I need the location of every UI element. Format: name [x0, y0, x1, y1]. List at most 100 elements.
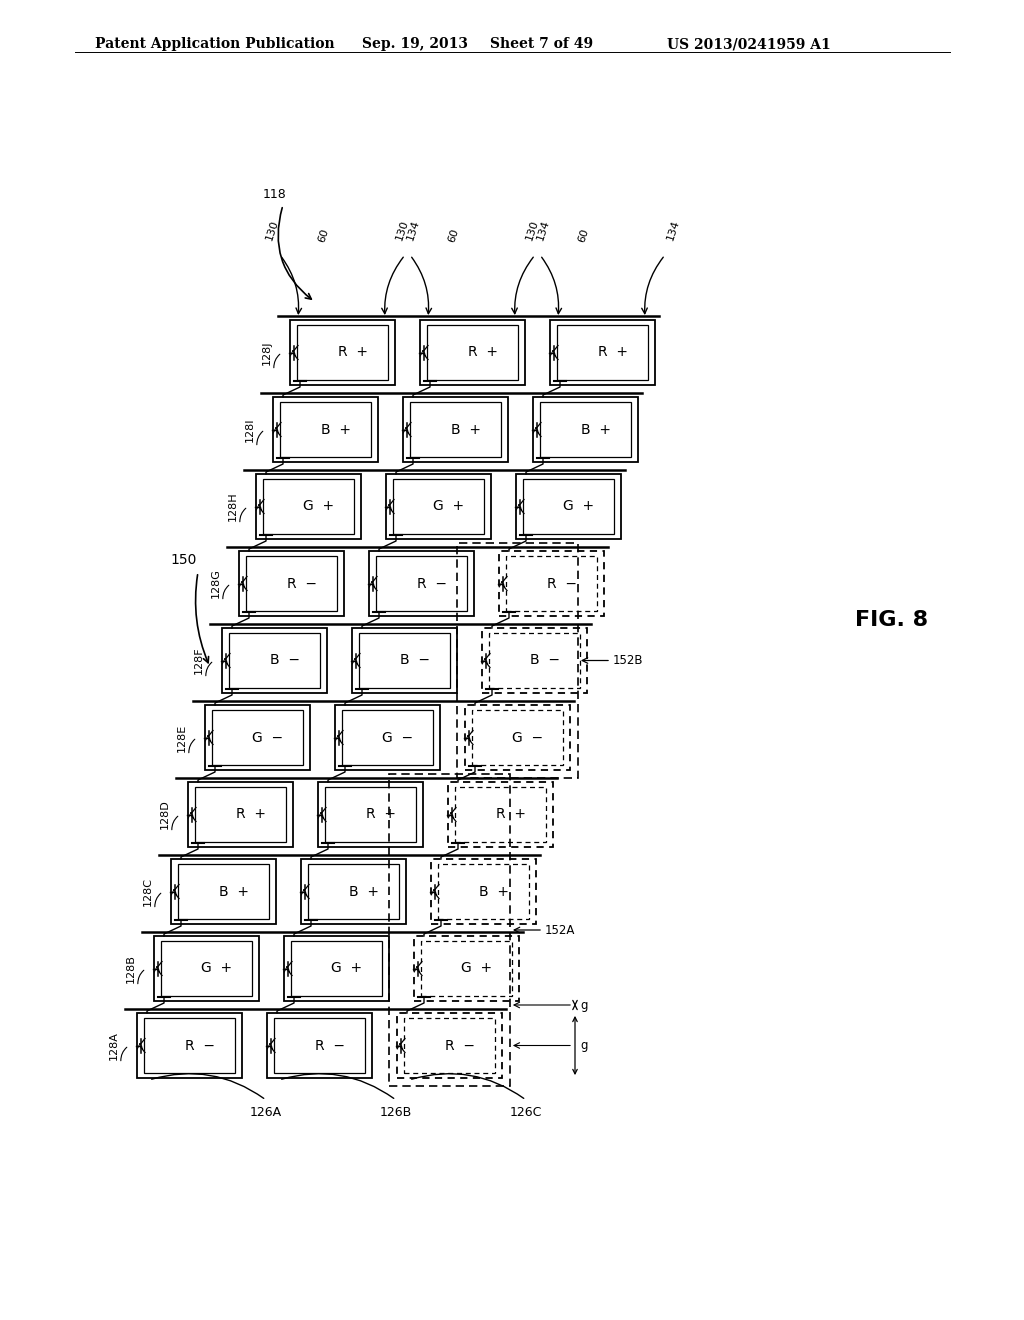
Text: B  −: B − — [270, 653, 300, 668]
Text: G  +: G + — [462, 961, 493, 975]
Text: R  −: R − — [445, 1039, 475, 1052]
Text: 128G: 128G — [211, 569, 221, 598]
Bar — [393, 479, 484, 535]
Text: 60: 60 — [577, 227, 591, 244]
Bar — [404, 1018, 495, 1073]
Text: R  +: R + — [338, 346, 368, 359]
Bar — [431, 859, 536, 924]
Bar — [420, 319, 525, 385]
Bar — [414, 936, 519, 1001]
Bar — [369, 550, 474, 616]
Text: US 2013/0241959 A1: US 2013/0241959 A1 — [667, 37, 830, 51]
Bar — [274, 1018, 365, 1073]
Text: 128D: 128D — [160, 800, 170, 829]
Text: R  +: R + — [598, 346, 628, 359]
Bar — [516, 474, 621, 539]
Bar — [410, 401, 501, 457]
Text: g: g — [580, 998, 588, 1011]
Bar — [273, 397, 378, 462]
Bar — [318, 781, 423, 847]
Bar — [188, 781, 293, 847]
Text: 152B: 152B — [613, 653, 643, 667]
Bar — [499, 550, 604, 616]
Text: 60: 60 — [316, 227, 331, 244]
Text: B  +: B + — [479, 884, 509, 899]
Bar — [291, 941, 382, 997]
Text: 128B: 128B — [126, 954, 136, 983]
Text: FIG. 8: FIG. 8 — [855, 610, 928, 630]
Bar — [178, 863, 269, 919]
Bar — [438, 863, 529, 919]
Bar — [421, 941, 512, 997]
Text: G  +: G + — [303, 499, 335, 513]
Bar — [161, 941, 252, 997]
Bar — [482, 628, 587, 693]
Text: G  +: G + — [332, 961, 362, 975]
Text: Sep. 19, 2013: Sep. 19, 2013 — [362, 37, 468, 51]
Text: 134: 134 — [535, 219, 551, 242]
Bar — [455, 787, 546, 842]
Bar — [301, 859, 406, 924]
Text: 134: 134 — [404, 219, 421, 242]
Bar — [280, 401, 371, 457]
Bar — [246, 556, 337, 611]
Text: 152A: 152A — [545, 924, 575, 936]
Text: 134: 134 — [665, 219, 681, 242]
Text: 130: 130 — [394, 219, 410, 242]
Bar — [403, 397, 508, 462]
Bar — [386, 474, 490, 539]
Text: R  +: R + — [236, 808, 266, 821]
Bar — [297, 325, 388, 380]
Bar — [489, 632, 580, 688]
Text: 126B: 126B — [380, 1106, 412, 1119]
Text: G  −: G − — [253, 730, 284, 744]
Bar — [308, 863, 399, 919]
Bar — [229, 632, 319, 688]
Bar — [427, 325, 518, 380]
Bar — [325, 787, 416, 842]
Bar — [389, 774, 510, 1086]
Bar — [212, 710, 303, 766]
Bar — [335, 705, 440, 770]
Text: 128H: 128H — [228, 491, 238, 521]
Bar — [534, 397, 638, 462]
Bar — [222, 628, 327, 693]
Bar — [342, 710, 433, 766]
Text: R  −: R − — [417, 577, 447, 590]
Bar — [239, 550, 344, 616]
Bar — [550, 319, 655, 385]
Text: 60: 60 — [446, 227, 461, 244]
Text: G  +: G + — [433, 499, 465, 513]
Text: B  +: B + — [581, 422, 611, 437]
Text: 130: 130 — [524, 219, 540, 242]
Text: R  +: R + — [468, 346, 498, 359]
Bar — [256, 474, 361, 539]
Text: 128I: 128I — [245, 417, 255, 442]
Text: 128E: 128E — [177, 723, 187, 751]
Text: R  −: R − — [547, 577, 577, 590]
Text: B  +: B + — [451, 422, 481, 437]
Bar — [540, 401, 631, 457]
Text: B  −: B − — [400, 653, 430, 668]
Text: 126C: 126C — [510, 1106, 542, 1119]
Text: 128A: 128A — [109, 1031, 119, 1060]
Text: Patent Application Publication: Patent Application Publication — [95, 37, 335, 51]
Text: R  −: R − — [185, 1039, 215, 1052]
Bar — [290, 319, 395, 385]
Bar — [397, 1012, 502, 1078]
Text: 126A: 126A — [250, 1106, 282, 1119]
Text: R  +: R + — [496, 808, 526, 821]
Text: g: g — [580, 1039, 588, 1052]
Bar — [557, 325, 648, 380]
Bar — [359, 632, 450, 688]
Bar — [506, 556, 597, 611]
Text: 128F: 128F — [194, 647, 204, 675]
Bar — [205, 705, 310, 770]
Text: R  −: R − — [287, 577, 317, 590]
Text: 118: 118 — [263, 189, 287, 202]
Bar — [267, 1012, 372, 1078]
Text: B  +: B + — [219, 884, 249, 899]
Text: G  −: G − — [512, 730, 544, 744]
Bar — [457, 543, 578, 777]
Bar — [137, 1012, 242, 1078]
